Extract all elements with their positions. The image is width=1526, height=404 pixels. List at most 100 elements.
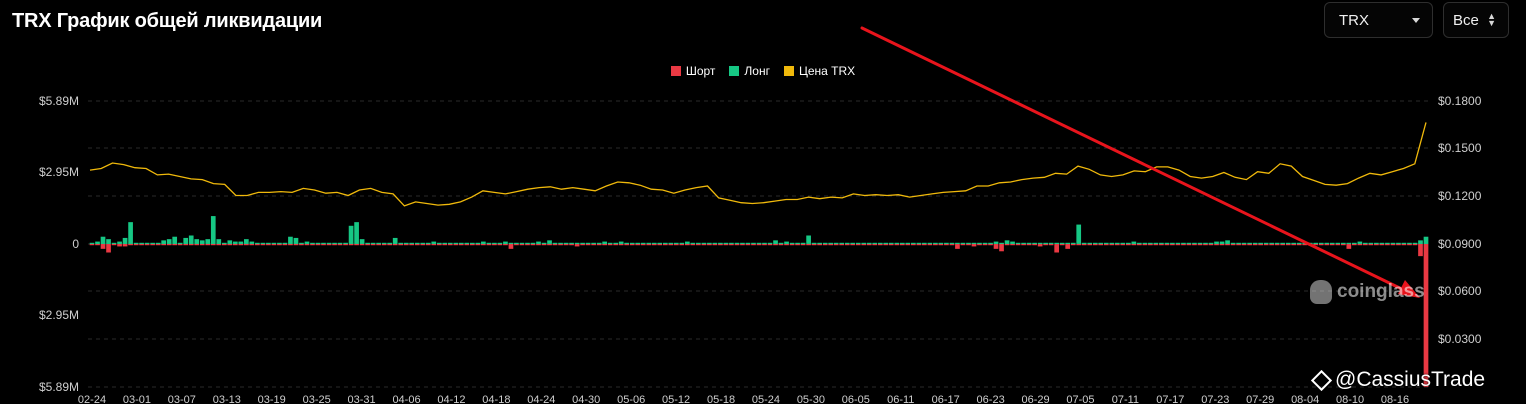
long-bar: [1346, 242, 1352, 244]
short-bar: [1109, 244, 1115, 246]
long-bar: [1120, 242, 1126, 244]
long-bar: [745, 242, 751, 244]
short-bar: [1291, 244, 1297, 246]
long-bar: [376, 242, 381, 244]
short-bar: [1241, 244, 1247, 246]
long-bar: [1197, 242, 1203, 244]
short-bar: [1335, 244, 1341, 246]
long-bar: [773, 240, 778, 244]
x-tick-label: 04-12: [437, 394, 465, 404]
long-bar: [696, 242, 701, 244]
long-bar: [552, 242, 558, 244]
long-bar: [1252, 242, 1258, 244]
short-bar: [640, 244, 646, 246]
short-bar: [541, 244, 547, 246]
short-bar: [552, 244, 558, 246]
legend-swatch-price: [783, 66, 794, 76]
long-bar: [1153, 242, 1159, 244]
short-bar: [1401, 244, 1407, 246]
long-bar: [177, 242, 183, 244]
long-bar: [602, 241, 607, 244]
short-bar: [1004, 244, 1010, 246]
short-bar: [712, 244, 718, 246]
short-bar: [387, 244, 393, 246]
legend-item-short[interactable]: Шорт: [670, 64, 716, 78]
range-select[interactable]: Все ▲ ▼: [1443, 2, 1509, 38]
short-bar: [899, 244, 905, 246]
long-bar: [866, 242, 872, 244]
long-bar: [828, 242, 834, 244]
short-bar: [194, 244, 200, 246]
symbol-select[interactable]: TRX: [1324, 2, 1433, 38]
short-bar: [244, 244, 249, 246]
short-bar: [106, 244, 111, 253]
short-bar: [933, 244, 938, 246]
long-bar: [1076, 224, 1082, 244]
short-bar: [1021, 244, 1026, 246]
short-bar: [188, 244, 194, 246]
long-bar: [927, 242, 933, 244]
short-bar: [883, 244, 889, 246]
x-tick-label: 04-06: [392, 394, 420, 404]
short-bar: [1363, 244, 1368, 246]
long-bar: [751, 242, 756, 244]
short-bar: [348, 244, 354, 246]
long-bar: [1379, 242, 1385, 244]
short-bar: [707, 244, 712, 246]
long-bar: [541, 242, 547, 244]
short-bar: [343, 244, 348, 246]
x-tick-label: 07-11: [1112, 394, 1139, 404]
long-bar: [1385, 242, 1390, 244]
long-bar: [855, 242, 861, 244]
short-bar: [392, 244, 398, 246]
short-bar: [486, 244, 492, 246]
short-bar: [365, 244, 370, 246]
long-bar: [1291, 242, 1297, 244]
short-bar: [354, 244, 359, 246]
short-bar: [773, 244, 778, 246]
short-bar: [227, 244, 233, 246]
long-bar: [977, 242, 982, 244]
chevron-down-icon: [1412, 18, 1420, 23]
legend-item-price[interactable]: Цена TRX: [783, 64, 855, 78]
long-bar: [679, 242, 685, 244]
short-bar: [1296, 244, 1302, 246]
short-bar: [1164, 244, 1170, 246]
short-bar: [789, 244, 795, 246]
legend-label-short: Шорт: [685, 64, 716, 78]
long-bar: [905, 242, 911, 244]
long-bar: [155, 242, 161, 244]
long-bar: [800, 242, 806, 244]
long-bar: [1368, 242, 1374, 244]
short-bar: [232, 244, 238, 246]
long-bar: [684, 241, 690, 244]
x-tick-label: 02-24: [78, 394, 106, 404]
long-bar: [734, 242, 740, 244]
long-bar: [872, 242, 878, 244]
long-bar: [1181, 242, 1186, 244]
long-bar: [916, 242, 922, 244]
long-bar: [525, 242, 530, 244]
long-bar: [1037, 242, 1043, 244]
short-bar: [332, 244, 337, 246]
short-bar: [574, 244, 580, 247]
short-bar: [1197, 244, 1203, 246]
long-bar: [789, 242, 795, 244]
short-bar: [971, 244, 977, 247]
long-bar: [740, 242, 745, 244]
long-bar: [475, 242, 481, 244]
short-bar: [1032, 244, 1037, 246]
long-bar: [966, 242, 971, 244]
short-bar: [1125, 244, 1131, 246]
legend-item-long[interactable]: Лонг: [729, 64, 770, 78]
short-bar: [1153, 244, 1159, 246]
long-bar: [1032, 242, 1037, 244]
short-bar: [778, 244, 784, 246]
short-bar: [293, 244, 299, 246]
short-bar: [602, 244, 607, 246]
long-bar: [646, 242, 652, 244]
short-bar: [767, 244, 773, 246]
short-bar: [299, 244, 304, 246]
short-bar: [420, 244, 426, 246]
